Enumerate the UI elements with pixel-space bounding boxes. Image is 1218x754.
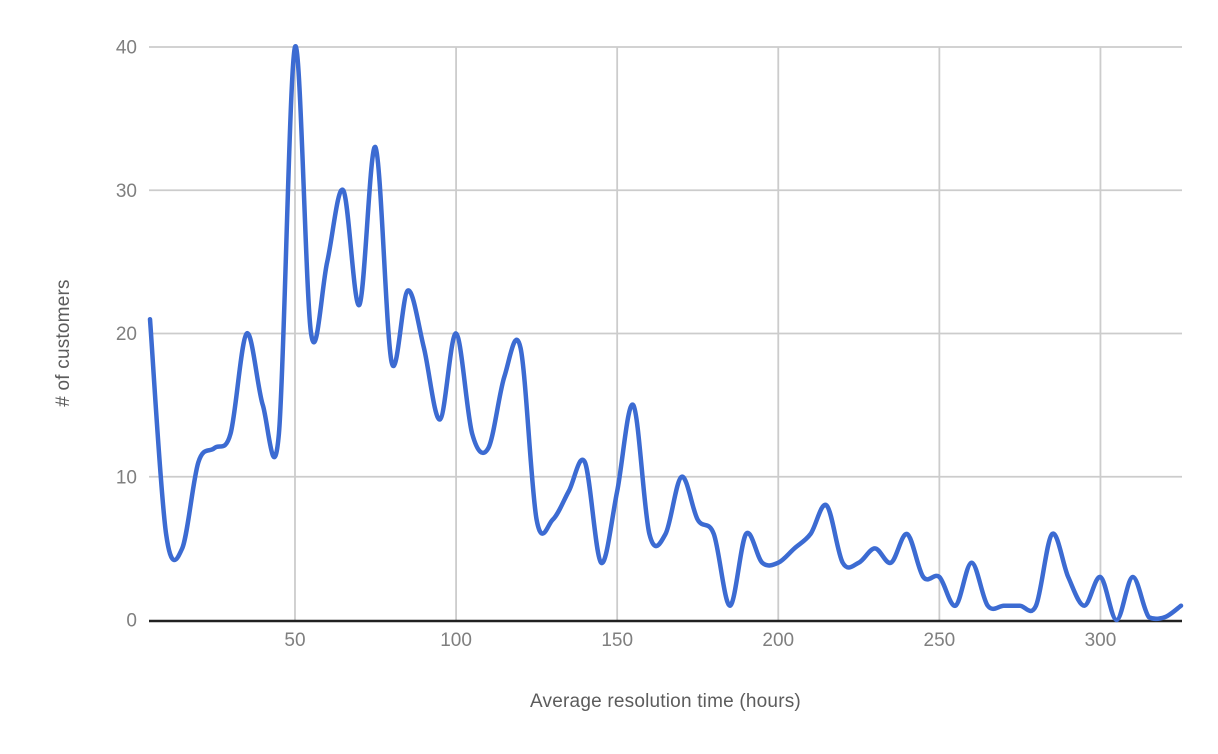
x-tick-label: 250 [924,630,956,651]
series-line [147,44,1184,623]
x-tick-label: 150 [601,630,633,651]
y-tick-label: 0 [126,611,137,632]
x-tick-label: 100 [440,630,472,651]
y-tick-label: 40 [116,38,137,59]
y-axis-title: # of customers [53,279,74,407]
x-axis-title: Average resolution time (hours) [530,691,801,712]
x-tick-label: 200 [762,630,794,651]
x-tick-label: 300 [1085,630,1117,651]
x-tick-label: 50 [284,630,305,651]
y-tick-label: 30 [116,181,137,202]
y-tick-label: 10 [116,467,137,488]
y-tick-label: 20 [116,324,137,345]
